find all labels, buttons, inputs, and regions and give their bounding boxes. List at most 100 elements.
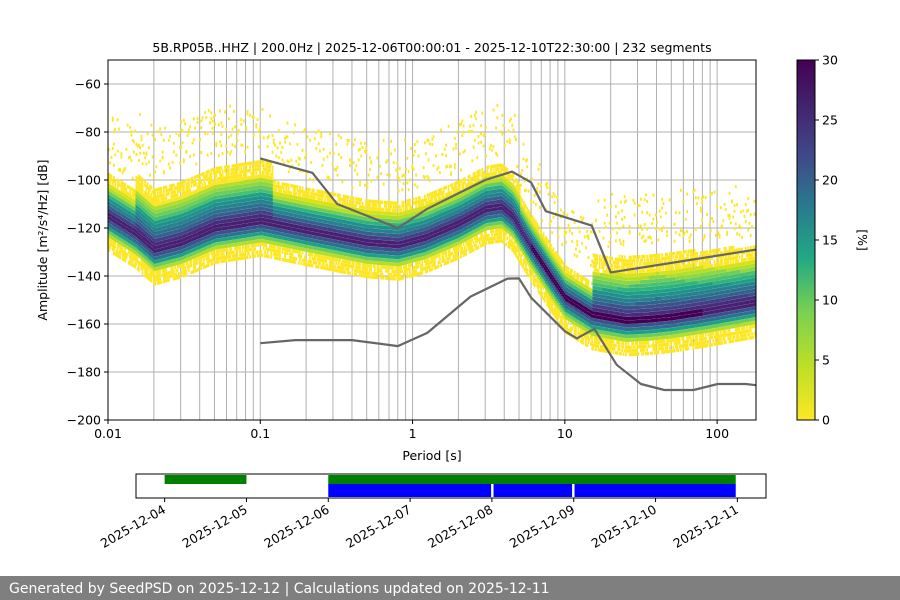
heatmap-cell [187,178,190,182]
heatmap-cell [174,233,177,237]
heatmap-cell [181,238,184,242]
heatmap-cell [174,201,177,205]
heatmap-cell [302,204,305,209]
heatmap-cell [267,134,270,138]
heatmap-cell [334,167,336,171]
heatmap-cell [204,214,206,218]
heatmap-cell [274,143,276,147]
heatmap-cell [205,221,208,225]
heatmap-cell [146,250,149,255]
heatmap-cell [152,216,155,221]
heatmap-cell [275,249,278,253]
heatmap-cell [227,182,230,187]
heatmap-cell [330,246,333,250]
heatmap-cell [155,260,158,264]
heatmap-cell [135,258,138,263]
heatmap-cell [217,184,220,188]
heatmap-cell [257,178,260,182]
heatmap-cell [282,240,285,244]
heatmap-cell [150,210,153,215]
heatmap-cell [146,254,149,258]
heatmap-cell [147,266,150,270]
heatmap-cell [181,209,184,214]
heatmap-cell [206,199,209,203]
heatmap-cell [290,194,293,199]
heatmap-cell [265,200,268,204]
heatmap-cell [152,270,155,275]
heatmap-cell [269,219,271,223]
heatmap-cell [154,249,157,254]
heatmap-cell [335,254,338,258]
heatmap-cell [254,193,256,197]
heatmap-cell [159,248,162,252]
heatmap-cell [196,117,199,121]
heatmap-cell [256,214,259,218]
heatmap-cell [262,196,265,200]
heatmap-cell [161,265,164,270]
heatmap-cell [185,244,188,248]
heatmap-cell [167,274,170,279]
heatmap-cell [345,227,348,231]
heatmap-cell [319,149,321,153]
heatmap-cell [182,158,185,162]
heatmap-cell [191,194,194,199]
heatmap-cell [127,232,130,236]
heatmap-cell [284,193,286,197]
heatmap-cell [227,164,230,169]
heatmap-cell [336,211,339,215]
heatmap-cell [150,250,153,254]
heatmap-cell [181,256,184,260]
heatmap-cell [309,202,311,206]
heatmap-cell [239,231,241,235]
heatmap-cell [222,212,225,216]
heatmap-cell [195,189,198,193]
heatmap-cell [166,264,169,268]
heatmap-cell [325,266,328,271]
heatmap-cell [240,231,243,235]
heatmap-cell [136,144,139,148]
heatmap-cell [162,214,165,219]
heatmap-cell [196,174,199,178]
heatmap-cell [212,250,215,254]
heatmap-cell [115,249,118,254]
heatmap-cell [110,203,113,207]
heatmap-cell [129,207,132,212]
heatmap-cell [160,226,163,230]
heatmap-cell [204,196,206,200]
heatmap-cell [294,246,296,250]
heatmap-cell [204,207,206,211]
heatmap-cell [234,196,236,200]
heatmap-cell [110,239,113,243]
heatmap-cell [245,183,248,188]
heatmap-cell [139,262,142,266]
heatmap-cell [201,237,204,241]
heatmap-cell [302,229,305,234]
heatmap-cell [252,229,255,233]
heatmap-cell [222,223,225,227]
heatmap-cell [112,194,115,198]
heatmap-cell [219,187,221,192]
heatmap-cell [256,250,259,254]
heatmap-cell [225,194,228,198]
heatmap-cell [281,182,284,186]
heatmap-cell [267,193,270,198]
heatmap-cell [179,243,182,247]
heatmap-cell [147,215,150,220]
heatmap-cell [354,268,356,273]
heatmap-cell [264,250,266,254]
heatmap-cell [311,242,314,246]
heatmap-cell [322,248,325,252]
heatmap-cell [360,230,363,234]
heatmap-cell [214,195,216,200]
heatmap-cell [257,167,260,171]
heatmap-cell [305,223,308,227]
heatmap-cell [314,246,316,250]
heatmap-cell [224,244,226,249]
heatmap-cell [291,227,294,231]
heatmap-cell [315,214,318,218]
heatmap-cell [246,169,249,173]
heatmap-cell [351,214,354,218]
heatmap-cell [201,208,204,212]
heatmap-cell [281,247,284,251]
heatmap-cell [185,258,188,262]
